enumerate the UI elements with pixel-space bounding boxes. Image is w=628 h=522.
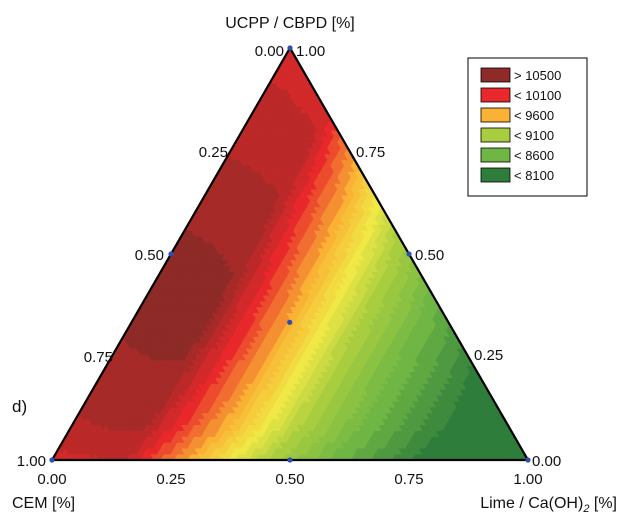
bottom-tick-label: 0.75 bbox=[394, 471, 423, 488]
legend-swatch bbox=[480, 167, 511, 183]
right-tick-label: 0.50 bbox=[415, 247, 444, 264]
right-tick-label: 0.25 bbox=[474, 347, 503, 364]
bottom-tick-label: 0.00 bbox=[37, 471, 66, 488]
left-tick-label: 0.50 bbox=[135, 247, 164, 264]
legend-swatch bbox=[480, 107, 511, 123]
bottom-tick-label: 0.25 bbox=[156, 471, 185, 488]
design-point bbox=[525, 457, 531, 463]
axis-title-right: Lime / Ca(OH)2 [%] bbox=[480, 495, 617, 515]
legend-item: < 9100 bbox=[480, 127, 554, 143]
legend-label: < 10100 bbox=[514, 88, 561, 103]
design-point bbox=[287, 457, 293, 463]
design-point bbox=[287, 45, 293, 51]
legend-swatch bbox=[480, 87, 511, 103]
left-tick-label: 1.00 bbox=[17, 453, 46, 470]
legend-label: < 9600 bbox=[514, 108, 554, 123]
legend-swatch bbox=[480, 67, 511, 83]
legend-item: < 10100 bbox=[480, 87, 561, 103]
right-tick-label: 0.00 bbox=[532, 453, 561, 470]
axis-title-top: UCPP / CBPD [%] bbox=[225, 15, 355, 32]
bottom-tick-label: 0.50 bbox=[275, 471, 304, 488]
legend-label: > 10500 bbox=[514, 68, 561, 83]
legend-swatch bbox=[480, 127, 511, 143]
right-tick-label: 1.00 bbox=[296, 43, 325, 60]
legend: > 10500 < 10100 < 9600 < 9100 < 8600 < 8… bbox=[467, 57, 588, 197]
axis-title-right-suffix: [%] bbox=[589, 495, 617, 512]
contour-fill bbox=[52, 48, 528, 460]
legend-label: < 8100 bbox=[514, 168, 554, 183]
design-point bbox=[49, 457, 55, 463]
axis-title-right-main: Lime / Ca(OH) bbox=[480, 495, 583, 512]
legend-item: < 9600 bbox=[480, 107, 554, 123]
design-point bbox=[406, 251, 412, 257]
legend-label: < 8600 bbox=[514, 148, 554, 163]
design-point bbox=[168, 251, 174, 257]
legend-item: < 8100 bbox=[480, 167, 554, 183]
right-tick-label: 0.75 bbox=[356, 144, 385, 161]
legend-item: < 8600 bbox=[480, 147, 554, 163]
design-point bbox=[287, 319, 293, 325]
left-tick-label: 0.00 bbox=[255, 43, 284, 60]
legend-swatch bbox=[480, 147, 511, 163]
left-tick-label: 0.25 bbox=[199, 144, 228, 161]
panel-label: d) bbox=[12, 397, 27, 416]
legend-item: > 10500 bbox=[480, 67, 561, 83]
legend-label: < 9100 bbox=[514, 128, 554, 143]
left-tick-label: 0.75 bbox=[84, 349, 113, 366]
axis-title-right-subscript: 2 bbox=[582, 503, 589, 515]
axis-title-left: CEM [%] bbox=[12, 495, 75, 512]
bottom-tick-label: 1.00 bbox=[513, 471, 542, 488]
